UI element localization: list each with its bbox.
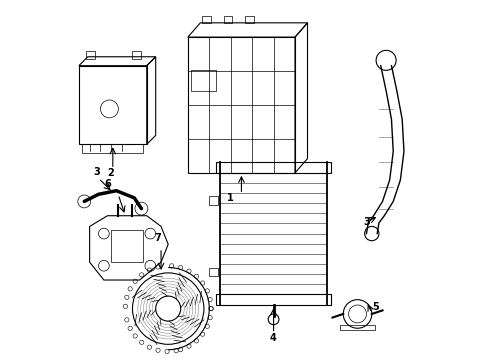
Bar [223, 17, 232, 23]
Text: 2: 2 [107, 168, 114, 179]
Bar [192, 70, 217, 91]
Bar [340, 325, 375, 330]
Bar [82, 144, 143, 153]
Text: 4: 4 [270, 333, 277, 343]
Text: 6: 6 [104, 179, 111, 189]
Bar [217, 162, 331, 173]
Bar [202, 17, 211, 23]
Text: 3: 3 [93, 167, 100, 177]
Bar [217, 294, 331, 305]
Bar [245, 17, 254, 23]
Text: 7: 7 [154, 233, 161, 243]
Text: 3: 3 [363, 217, 369, 227]
Text: 5: 5 [372, 302, 379, 312]
Bar [209, 196, 218, 205]
Bar [86, 51, 95, 59]
Bar [111, 230, 143, 262]
Text: 1: 1 [227, 193, 234, 203]
Bar [209, 267, 218, 276]
Bar [132, 51, 142, 59]
